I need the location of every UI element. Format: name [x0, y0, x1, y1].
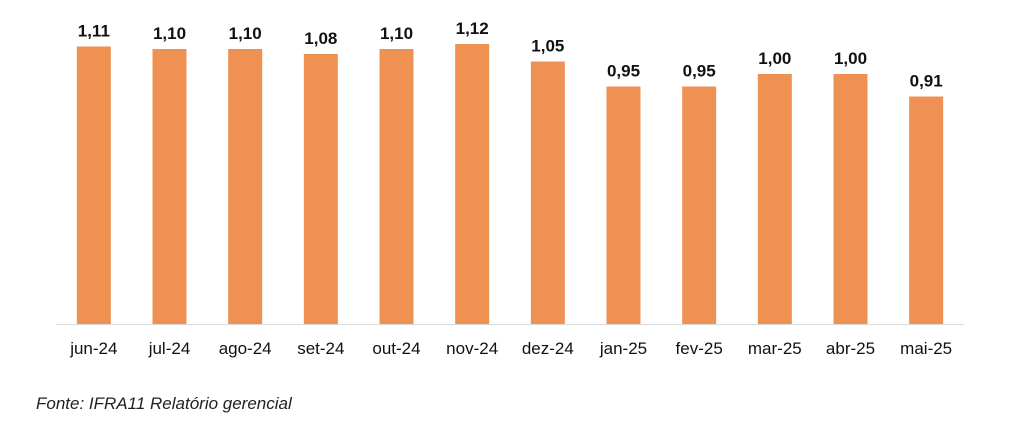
bar-fev-25 [682, 86, 717, 324]
value-label-fev-25: 0,95 [683, 62, 716, 81]
bar-nov-24 [455, 44, 490, 324]
category-label-nov-24: nov-24 [446, 339, 498, 358]
value-label-mar-25: 1,00 [758, 49, 791, 68]
category-label-mar-25: mar-25 [748, 339, 802, 358]
category-label-abr-25: abr-25 [826, 339, 875, 358]
category-label-jan-25: jan-25 [599, 339, 647, 358]
bar-dez-24 [530, 61, 565, 324]
bar-jul-24 [152, 49, 187, 324]
bar-ago-24 [228, 49, 263, 324]
category-labels-group: jun-24 jul-24 ago-24 set-24 out-24 nov-24 dez-… [69, 339, 952, 358]
value-label-nov-24: 1,12 [456, 19, 489, 38]
value-label-jul-24: 1,10 [153, 24, 186, 43]
value-labels-group: 1,11 1,10 1,10 1,08 1,10 1,12 1,05 0,95 0,95 1,00… [78, 19, 943, 91]
value-label-jun-24: 1,11 [78, 22, 110, 41]
category-label-jun-24: jun-24 [69, 339, 117, 358]
bar-chart: 1,11 1,10 1,10 1,08 1,10 1,12 1,05 0,95 0,95 1,00… [56, 19, 964, 358]
bar-mar-25 [757, 74, 792, 324]
bars-group [76, 44, 944, 324]
category-label-out-24: out-24 [372, 339, 420, 358]
value-label-out-24: 1,10 [380, 24, 413, 43]
bar-out-24 [379, 49, 414, 324]
bar-mai-25 [909, 96, 944, 324]
value-label-ago-24: 1,10 [229, 24, 262, 43]
value-label-abr-25: 1,00 [834, 49, 867, 68]
category-label-dez-24: dez-24 [522, 339, 574, 358]
value-label-jan-25: 0,95 [607, 62, 640, 81]
category-label-ago-24: ago-24 [219, 339, 272, 358]
bar-jun-24 [76, 46, 111, 324]
category-label-mai-25: mai-25 [900, 339, 952, 358]
source-note: Fonte: IFRA11 Relatório gerencial [36, 394, 292, 413]
bar-jan-25 [606, 86, 641, 324]
value-label-dez-24: 1,05 [531, 37, 564, 56]
category-label-fev-25: fev-25 [676, 339, 723, 358]
value-label-set-24: 1,08 [304, 29, 337, 48]
value-label-mai-25: 0,91 [910, 72, 943, 91]
category-label-set-24: set-24 [297, 339, 344, 358]
category-label-jul-24: jul-24 [148, 339, 191, 358]
bar-abr-25 [833, 74, 868, 324]
bar-set-24 [303, 54, 338, 324]
